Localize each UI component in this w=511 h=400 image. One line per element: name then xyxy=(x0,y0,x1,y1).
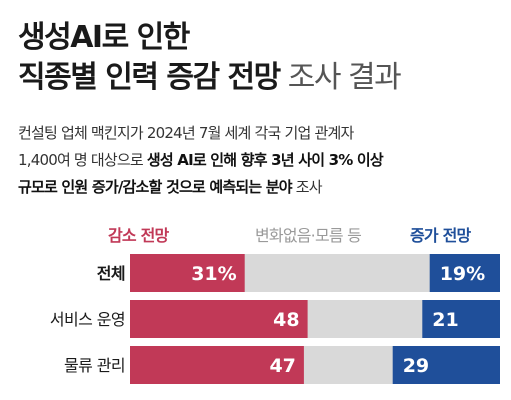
legend-decrease: 감소 전망 xyxy=(108,226,169,245)
title-line-2: 직종별 인력 증감 전망 조사 결과 xyxy=(18,58,402,98)
description-line-3: 규모로 인원 증가/감소할 것으로 예측되는 분야 조사 xyxy=(18,174,498,201)
bar-decrease xyxy=(130,254,245,292)
value-label-increase: 29 xyxy=(403,355,429,377)
bar-decrease xyxy=(130,300,308,338)
value-label-increase: 19% xyxy=(440,263,485,285)
title-line-1: 생성AI로 인한 xyxy=(18,20,190,55)
value-label-decrease: 47 xyxy=(269,355,295,377)
title-line-2-light: 조사 결과 xyxy=(279,60,402,95)
bar-decrease xyxy=(130,346,304,384)
description-line-2: 1,400여 명 대상으로 생성 AI로 인해 향후 3년 사이 3% 이상 xyxy=(18,147,498,174)
value-label-decrease: 31% xyxy=(191,263,236,285)
description-line-2-pre: 1,400여 명 대상으로 xyxy=(18,151,147,169)
title-line-2-bold: 직종별 인력 증감 전망 xyxy=(18,60,281,95)
page-title: 생성AI로 인한 직종별 인력 증감 전망 조사 결과 xyxy=(18,18,402,98)
value-label-decrease: 48 xyxy=(273,309,299,331)
bar-increase xyxy=(429,254,500,292)
category-label: 서비스 운영 xyxy=(50,310,125,329)
description-line-3-post: 조사 xyxy=(291,178,323,196)
bar-increase xyxy=(392,346,500,384)
category-label: 물류 관리 xyxy=(64,356,125,375)
category-label: 전체 xyxy=(97,264,125,283)
description: 컨설팅 업체 맥킨지가 2024년 7월 세계 각국 기업 관계자 1,400여… xyxy=(18,120,498,201)
description-line-3-bold: 규모로 인원 증가/감소할 것으로 예측되는 분야 xyxy=(18,178,293,196)
bar-increase xyxy=(422,300,500,338)
description-line-2-bold: 생성 AI로 인해 향후 3년 사이 3% 이상 xyxy=(146,151,384,169)
legend-neutral: 변화없음·모름 등 xyxy=(255,226,362,245)
description-line-1: 컨설팅 업체 맥킨지가 2024년 7월 세계 각국 기업 관계자 xyxy=(18,124,354,142)
legend-increase: 증가 전망 xyxy=(410,226,471,245)
value-label-increase: 21 xyxy=(432,309,458,331)
